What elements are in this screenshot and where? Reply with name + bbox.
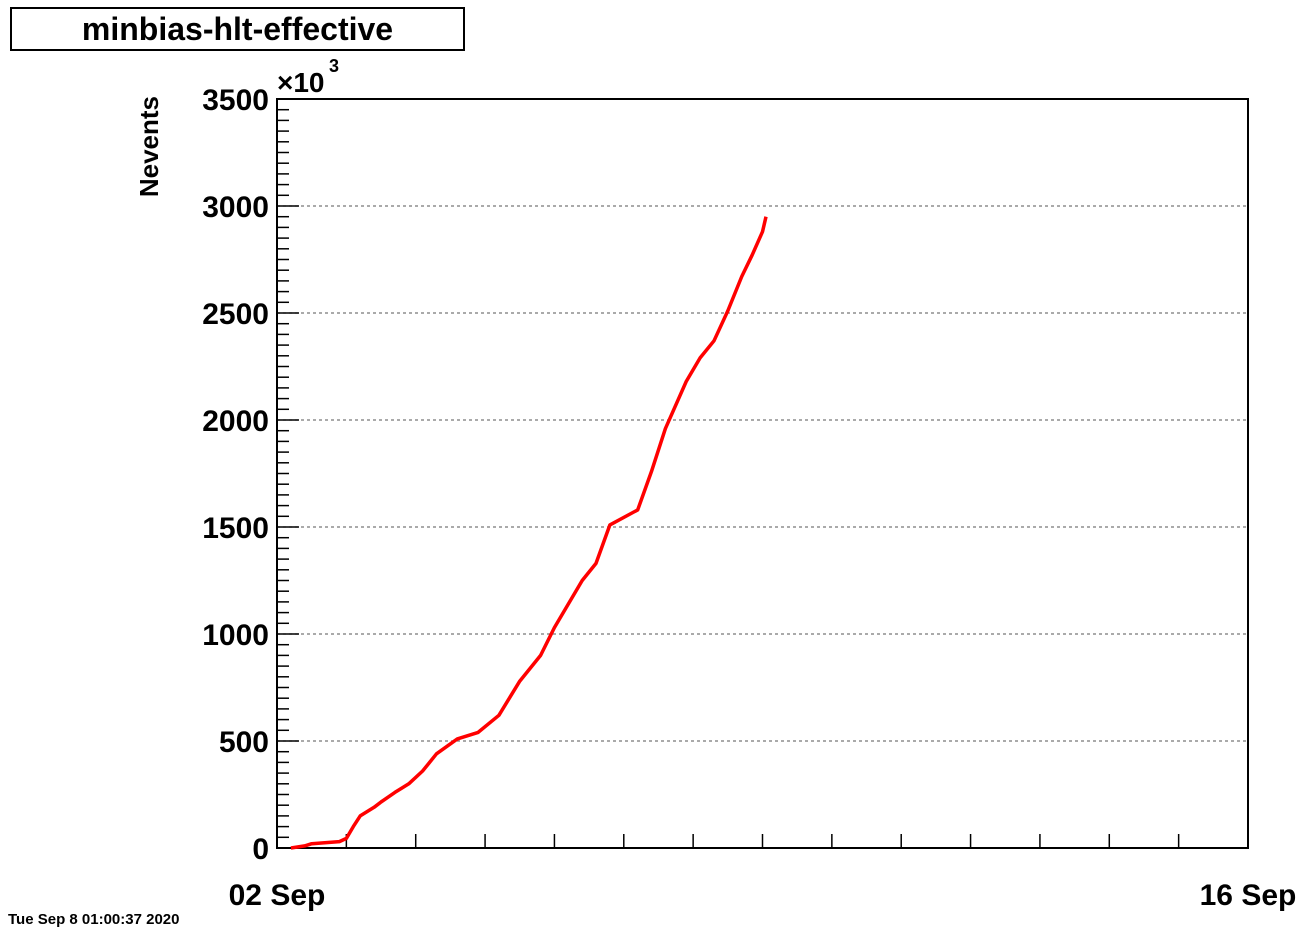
y-tick-label: 1000 — [202, 619, 269, 652]
y-tick-label: 0 — [252, 833, 269, 866]
timestamp: Tue Sep 8 01:00:37 2020 — [8, 911, 180, 928]
y-tick-label: 2000 — [202, 405, 269, 438]
y-multiplier: ×10 — [277, 67, 325, 98]
plot-frame — [276, 98, 1249, 849]
x-tick-label: 16 Sep — [1200, 879, 1297, 912]
y-multiplier-exponent: 3 — [329, 56, 339, 76]
y-tick-label: 3000 — [202, 191, 269, 224]
x-tick-label: 02 Sep — [229, 879, 326, 912]
y-tick-label: 3500 — [202, 84, 269, 117]
y-tick-label: 2500 — [202, 298, 269, 331]
chart-title: minbias-hlt-effective — [10, 7, 465, 51]
series-line — [290, 216, 768, 850]
y-tick-label: 1500 — [202, 512, 269, 545]
y-axis-label: Nevents — [134, 96, 164, 197]
y-tick-label: 500 — [219, 726, 269, 759]
